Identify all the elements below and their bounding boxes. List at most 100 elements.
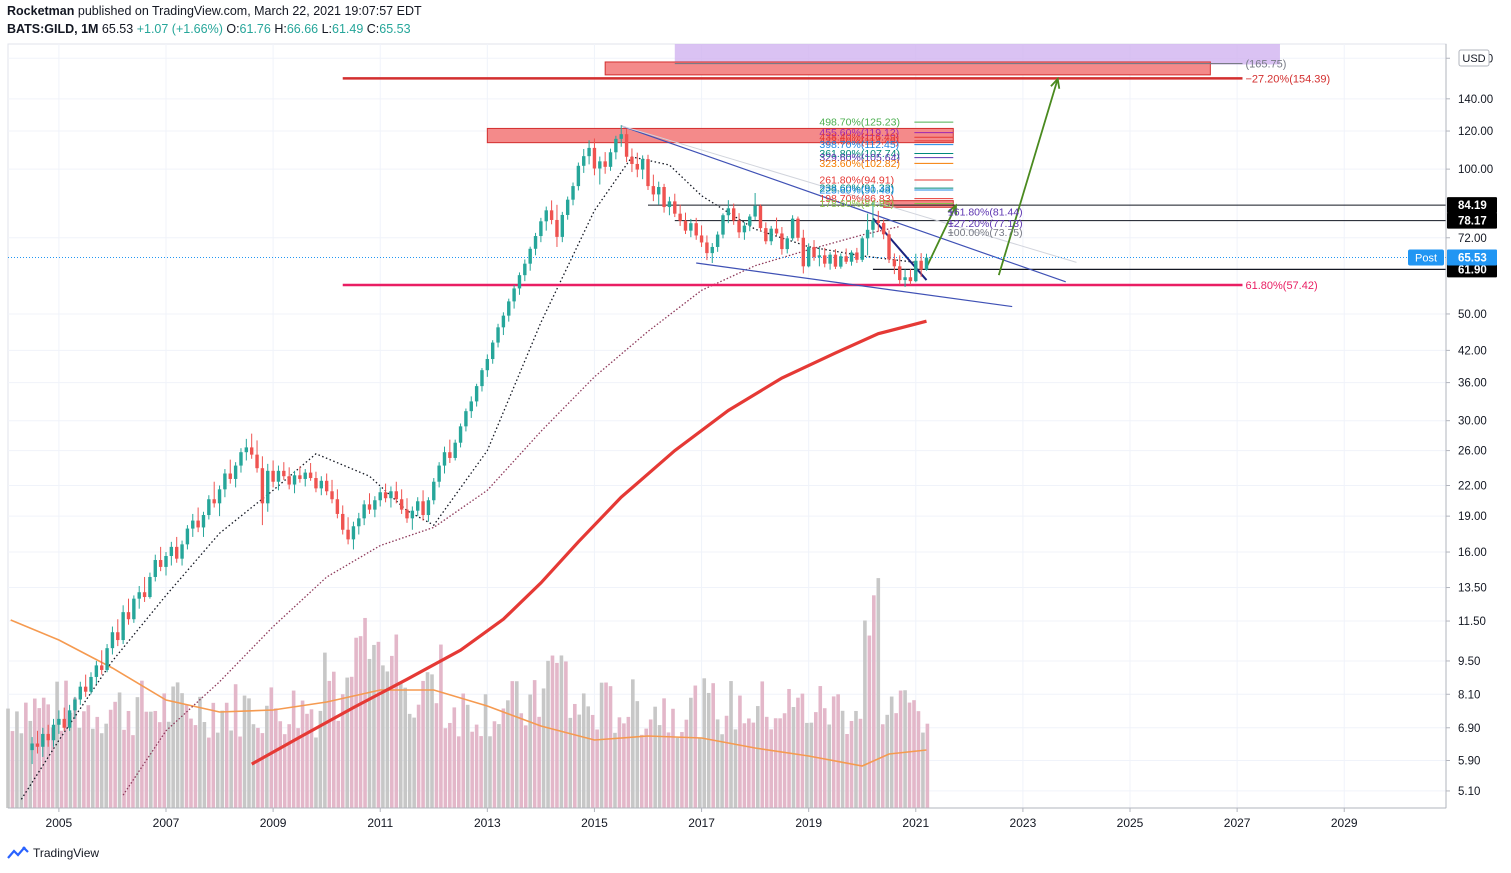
candle-body	[860, 238, 864, 260]
candle-body	[46, 733, 50, 741]
volume-bar	[180, 693, 184, 808]
volume-bar	[639, 734, 644, 808]
volume-bar	[175, 682, 180, 808]
author-name[interactable]: Rocketman	[7, 4, 75, 18]
candle-body	[30, 743, 34, 751]
year-tick-label: 2023	[1010, 816, 1037, 830]
volume-bar	[238, 736, 242, 808]
volume-bar	[514, 681, 519, 808]
volume-bar	[220, 710, 225, 808]
candle-body	[362, 504, 366, 519]
candle-body	[758, 205, 763, 229]
candle-body	[571, 186, 575, 200]
volume-bar	[702, 678, 707, 808]
volume-bar	[336, 720, 341, 808]
candle-body	[812, 246, 816, 258]
volume-bar	[193, 725, 198, 808]
price-change: +1.07 (+1.66%)	[136, 22, 223, 36]
post-badge	[1408, 249, 1444, 266]
volume-bar	[555, 662, 559, 808]
volume-bar	[287, 724, 291, 808]
volume-bar	[653, 706, 657, 808]
symbol-label[interactable]: BATS:GILD, 1M	[7, 22, 99, 36]
candle-body	[249, 447, 254, 455]
candle-body	[731, 208, 736, 221]
candle-body	[539, 221, 543, 237]
price-tick-label: 8.10	[1458, 689, 1480, 701]
volume-bar	[684, 719, 689, 808]
tradingview-footer[interactable]: TradingView	[7, 846, 99, 860]
volume-bar	[55, 681, 59, 808]
volume-bar	[242, 695, 247, 808]
candle-body	[233, 465, 238, 479]
volume-bar	[693, 685, 698, 808]
candle-body	[191, 520, 195, 529]
candle-body	[303, 472, 307, 479]
candle-body	[335, 499, 340, 514]
candle-body	[442, 452, 447, 466]
candle-body	[598, 161, 602, 169]
volume-bar	[764, 716, 769, 808]
candle-body	[239, 452, 243, 466]
volume-bar	[599, 682, 604, 808]
volume-bar	[108, 709, 113, 808]
volume-bar	[224, 702, 229, 808]
volume-bar	[135, 697, 140, 808]
volume-bar	[430, 674, 434, 808]
candle-body	[565, 199, 570, 215]
volume-bar	[751, 722, 756, 808]
high-label: H:	[274, 22, 287, 36]
candle-body	[683, 220, 688, 231]
candle-body	[769, 228, 773, 242]
candle-body	[924, 257, 929, 270]
fib-level-label: 198.70%(86.83)	[819, 193, 894, 205]
candle-body	[715, 234, 720, 247]
volume-bar	[32, 698, 37, 808]
volume-bar	[171, 686, 175, 808]
level-label: (165.75)	[1245, 59, 1286, 71]
volume-bar	[229, 730, 233, 808]
volume-bar	[332, 671, 336, 808]
volume-bar	[635, 701, 640, 808]
volume-bar	[215, 732, 220, 808]
candle-body	[576, 165, 581, 187]
candle-body	[678, 213, 682, 221]
volume-bar	[291, 690, 296, 808]
volume-bar	[680, 732, 684, 808]
candle-body	[544, 210, 548, 222]
year-tick-label: 2029	[1331, 816, 1358, 830]
projection-line	[621, 125, 1077, 263]
volume-bar	[82, 711, 86, 808]
candle-body	[132, 598, 136, 620]
volume-bar	[836, 694, 840, 808]
volume-bar	[778, 718, 782, 808]
candle-body	[619, 134, 623, 139]
volume-bar	[385, 671, 390, 808]
candle-body	[705, 242, 709, 254]
axes: 170.00140.00120.00100.0072.0050.0042.003…	[8, 44, 1497, 830]
volume-bar	[157, 722, 162, 808]
volume-bar	[122, 729, 126, 808]
volume-bar	[840, 710, 845, 808]
fib-level-label: 100.00%(73.75)	[948, 227, 1023, 239]
candle-body	[892, 259, 897, 267]
volume-bar	[595, 729, 599, 808]
fib-level-label: 329.60%(105.64)	[819, 152, 900, 164]
volume-bar	[140, 680, 144, 808]
volume-bar	[626, 716, 631, 808]
volume-bar	[729, 681, 733, 808]
volume-bar	[858, 718, 863, 808]
volume-bar	[314, 737, 318, 808]
year-tick-label: 2015	[581, 816, 608, 830]
candle-body	[608, 152, 613, 167]
arrow-up-long	[997, 78, 1059, 276]
drawing-labels: 498.70%(125.23)455.60%(119.12)438.40%(11…	[819, 59, 1330, 293]
candle-body	[753, 205, 757, 217]
volume-bar	[880, 724, 885, 808]
volume-bar	[523, 725, 528, 808]
post-badge-text: Post	[1415, 252, 1437, 264]
candle-body	[287, 476, 291, 485]
volume-bar	[131, 735, 135, 808]
target-zone-red	[604, 61, 1211, 76]
